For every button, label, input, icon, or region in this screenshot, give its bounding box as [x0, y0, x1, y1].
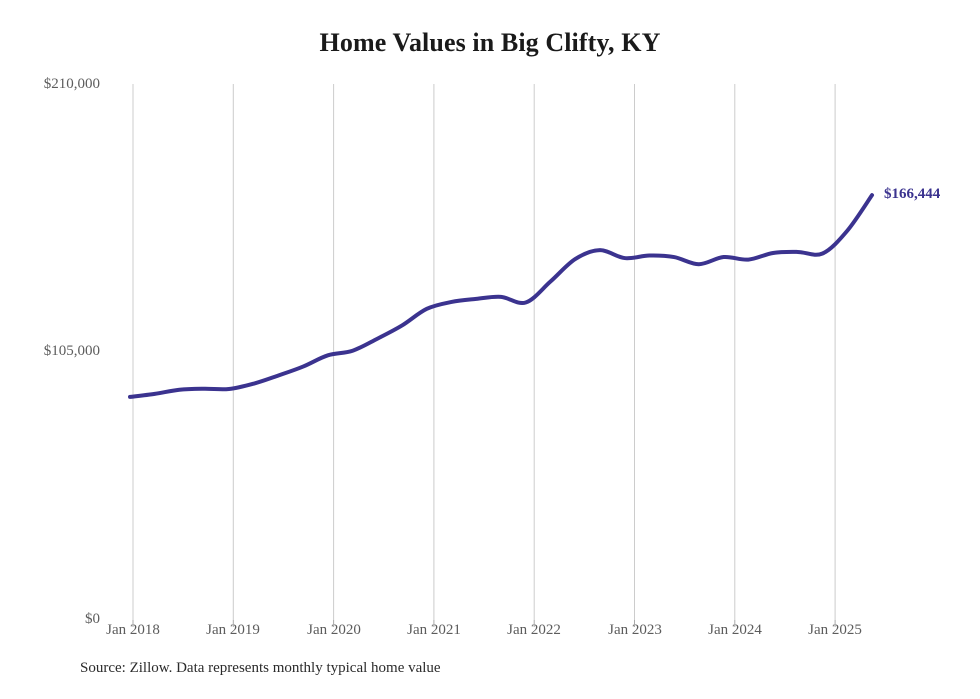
x-axis-tick-jan-2020: Jan 2020 [307, 622, 361, 638]
x-axis-tick-jan-2018: Jan 2018 [106, 622, 160, 638]
chart-title: Home Values in Big Clifty, KY [319, 28, 661, 57]
x-axis-tick-jan-2023: Jan 2023 [608, 622, 662, 638]
x-axis-tick-jan-2021: Jan 2021 [407, 622, 461, 638]
series-line-typical-home-value [128, 193, 874, 399]
gridlines [132, 84, 836, 620]
y-axis-tick-105000: $105,000 [43, 343, 100, 359]
y-axis-tick-0: $0 [85, 611, 100, 627]
x-axis-tick-marks [132, 620, 836, 627]
y-axis-tick-210000: $210,000 [43, 76, 100, 92]
x-axis-tick-jan-2025: Jan 2025 [808, 622, 862, 638]
x-axis-tick-jan-2024: Jan 2024 [708, 622, 762, 638]
x-axis-tick-jan-2019: Jan 2019 [206, 622, 260, 638]
source-note: Source: Zillow. Data represents monthly … [80, 660, 441, 676]
x-axis-tick-jan-2022: Jan 2022 [507, 622, 561, 638]
end-value-annotation: $166,444 [884, 186, 941, 203]
